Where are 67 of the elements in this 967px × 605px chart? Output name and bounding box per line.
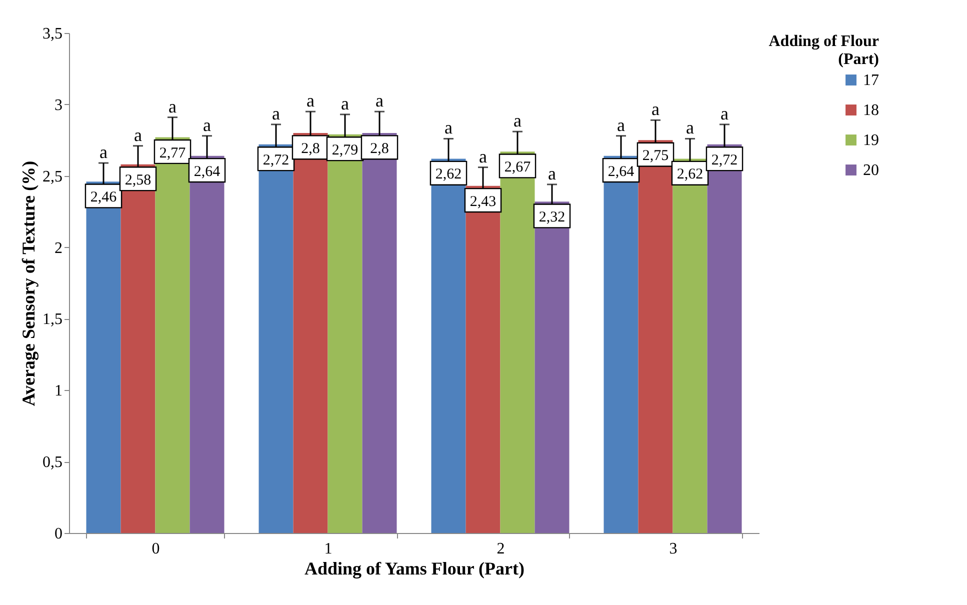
annotation: a [444, 118, 452, 138]
y-tick-label: 0,5 [42, 454, 62, 472]
data-label: 2,79 [332, 142, 358, 158]
data-label: 2,64 [194, 164, 221, 180]
data-label: 2,43 [470, 194, 496, 210]
y-tick-label: 3 [54, 96, 62, 114]
annotation: a [100, 142, 108, 162]
data-label: 2,46 [90, 190, 118, 206]
y-tick-label: 3,5 [42, 26, 62, 42]
y-tick-label: 2,5 [42, 168, 62, 186]
annotation: a [514, 110, 522, 131]
bar [155, 137, 190, 533]
bar [190, 156, 224, 533]
data-label: 2,77 [159, 145, 186, 162]
annotation: a [341, 93, 349, 114]
data-label: 2,58 [124, 172, 152, 188]
annotation: a [686, 118, 694, 138]
legend-label: 19 [863, 132, 879, 149]
data-label: 2,8 [301, 141, 320, 157]
annotation: a [168, 96, 176, 116]
data-label: 2,62 [435, 166, 462, 183]
data-label: 2,32 [538, 210, 566, 226]
legend-label: 20 [863, 162, 879, 179]
bar [500, 152, 535, 533]
bar [328, 134, 362, 533]
y-tick-label: 1 [54, 382, 62, 400]
x-tick-label: 1 [324, 540, 332, 558]
annotation: a [720, 103, 728, 124]
data-label: 2,67 [504, 160, 532, 176]
bar [86, 182, 121, 533]
y-tick-label: 0 [54, 526, 62, 542]
annotation: a [479, 146, 487, 166]
bar [362, 133, 397, 533]
data-label: 2,62 [676, 166, 704, 183]
legend-label: 17 [863, 72, 879, 89]
legend-label: 18 [863, 102, 879, 119]
annotation: a [548, 163, 556, 184]
bar [672, 158, 708, 533]
x-tick-label: 0 [152, 540, 160, 558]
annotation: a [617, 114, 625, 135]
annotation: a [306, 90, 314, 111]
x-tick-label: 3 [669, 540, 678, 558]
data-label: 2,8 [370, 141, 389, 157]
data-label: 2,64 [608, 164, 635, 180]
bar [534, 202, 570, 533]
bar [707, 144, 742, 533]
annotation: a [134, 124, 142, 145]
bar [638, 140, 673, 533]
bar [604, 156, 638, 533]
data-label: 2,72 [711, 152, 738, 168]
y-tick-label: 1,5 [42, 311, 62, 328]
x-axis-title: Adding of Yams Flour (Part) [304, 558, 525, 578]
annotation: a [272, 103, 280, 124]
y-axis-title: Average Sensory of Texture (%) [18, 160, 38, 406]
x-tick-label: 2 [496, 540, 505, 558]
bar [120, 164, 156, 533]
data-label: 2,72 [262, 152, 290, 168]
bar [466, 186, 500, 533]
annotation: a [652, 99, 660, 120]
bar [258, 144, 294, 533]
bar [431, 158, 466, 533]
legend-title: Adding of Flour (Part) [768, 33, 879, 68]
y-tick-label: 2 [54, 240, 62, 257]
bar [293, 133, 328, 533]
annotation: a [203, 114, 211, 135]
data-label: 2,75 [642, 148, 669, 164]
annotation: a [376, 90, 384, 111]
